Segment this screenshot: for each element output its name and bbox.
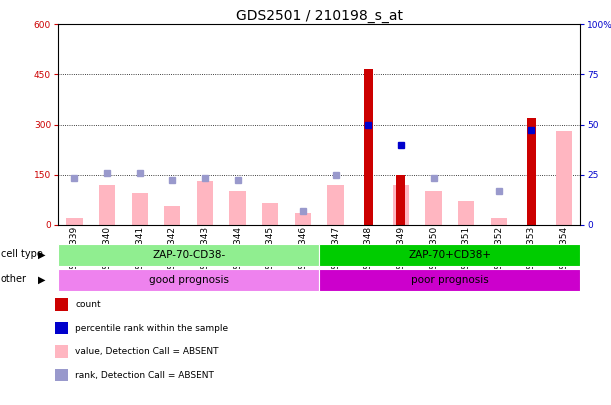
Bar bbox=[364, 69, 373, 225]
Bar bbox=[262, 203, 279, 225]
Bar bbox=[527, 118, 536, 225]
Bar bbox=[397, 175, 406, 225]
Text: count: count bbox=[75, 300, 101, 309]
Bar bbox=[230, 192, 246, 225]
Text: cell type: cell type bbox=[1, 249, 43, 259]
Text: rank, Detection Call = ABSENT: rank, Detection Call = ABSENT bbox=[75, 371, 214, 379]
Bar bbox=[164, 207, 180, 225]
Text: percentile rank within the sample: percentile rank within the sample bbox=[75, 324, 229, 333]
Text: other: other bbox=[1, 275, 27, 284]
Bar bbox=[99, 185, 115, 225]
Bar bbox=[66, 218, 82, 225]
Text: ▶: ▶ bbox=[38, 275, 45, 284]
Text: good prognosis: good prognosis bbox=[148, 275, 229, 285]
Text: value, Detection Call = ABSENT: value, Detection Call = ABSENT bbox=[75, 347, 219, 356]
Bar bbox=[320, 244, 580, 266]
Bar bbox=[295, 213, 311, 225]
Bar bbox=[58, 244, 320, 266]
Bar bbox=[131, 193, 148, 225]
Bar bbox=[58, 269, 320, 291]
Bar bbox=[320, 269, 580, 291]
Bar bbox=[556, 131, 573, 225]
Text: poor prognosis: poor prognosis bbox=[411, 275, 489, 285]
Bar bbox=[327, 185, 344, 225]
Text: ZAP-70+CD38+: ZAP-70+CD38+ bbox=[408, 250, 491, 260]
Bar bbox=[458, 201, 474, 225]
Bar bbox=[197, 181, 213, 225]
Bar bbox=[425, 192, 442, 225]
Text: ZAP-70-CD38-: ZAP-70-CD38- bbox=[152, 250, 225, 260]
Title: GDS2501 / 210198_s_at: GDS2501 / 210198_s_at bbox=[236, 9, 403, 23]
Text: ▶: ▶ bbox=[38, 249, 45, 259]
Bar bbox=[393, 185, 409, 225]
Bar bbox=[491, 218, 507, 225]
